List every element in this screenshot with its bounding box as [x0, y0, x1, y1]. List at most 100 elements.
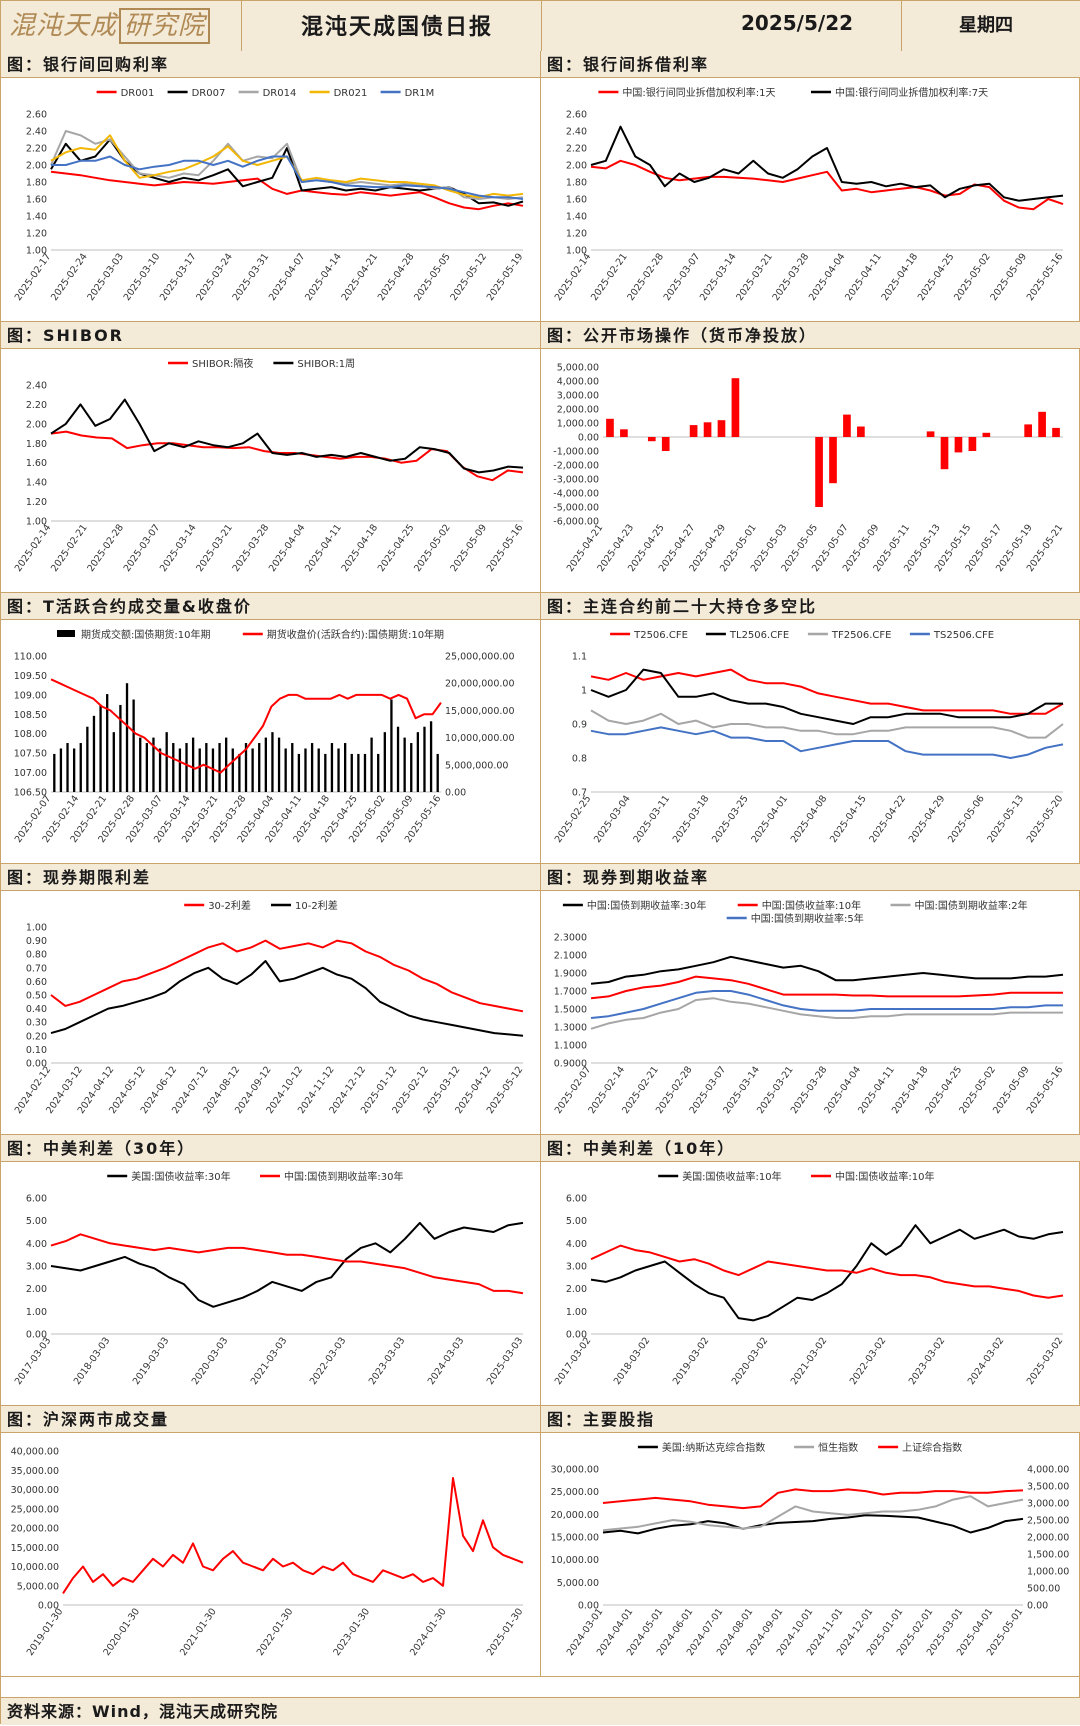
y-tick-label: 1.00 [566, 246, 587, 257]
y-tick-label: -1,000.00 [553, 447, 599, 458]
report-title: 混沌天成国债日报 [301, 15, 494, 40]
chart-svg-omo: -6,000.00 -5,000.00 -4,000.00 -3,000.00 -2,0… [553, 363, 1065, 574]
x-tick-label: 2025-02-21 [49, 522, 90, 574]
x-tick-label: 2025-04-25 [916, 251, 957, 303]
bar [165, 732, 168, 792]
bar [172, 743, 175, 792]
bar [363, 753, 367, 792]
x-tick-label: 2025-05-09 [448, 522, 489, 574]
y2-tick-label: 0.00 [445, 788, 466, 799]
x-tick-label: 2023-03-02 [907, 1335, 948, 1387]
y2-tick-label: 3,000.00 [1027, 1499, 1069, 1510]
legend-label: DR001 [121, 88, 155, 99]
bar [703, 422, 712, 437]
bar [661, 437, 670, 451]
x-tick-label: 2025-05-12 [448, 251, 489, 303]
chart-svg-term_spread: 30-2利差 10-2利差 0.00 0.10 0.20 0.30 0.40 0.50 0.60… [13, 899, 526, 1116]
y-tick-label: 1.1 [572, 652, 587, 663]
bar [258, 743, 261, 792]
chart-title: 图：银行间回购利率 [1, 51, 540, 78]
y-tick-label: -3,000.00 [553, 475, 599, 486]
legend-label: 恒生指数 [818, 1441, 858, 1454]
y-tick-label: 110.00 [14, 652, 47, 663]
bar [297, 753, 301, 792]
legend-label: SHIBOR:隔夜 [192, 357, 253, 370]
x-tick-label: 2018-03-02 [612, 1335, 653, 1387]
y-tick-label: 107.50 [14, 749, 47, 760]
series-line [50, 960, 524, 1037]
y2-tick-label: 2,000.00 [1027, 1533, 1069, 1544]
y-tick-label: 5.00 [26, 1216, 47, 1227]
bar [191, 737, 195, 792]
x-tick-label: 2025-03-18 [671, 793, 712, 845]
y-tick-label: 15,000.00 [551, 1533, 599, 1544]
series-line [602, 1514, 1024, 1535]
legend-label: 美国:国债收益率:30年 [131, 1170, 230, 1183]
y-tick-label: 3,000.00 [557, 391, 599, 402]
legend-label: 10-2利差 [295, 899, 338, 912]
bar [66, 743, 69, 792]
y-tick-label: 1.60 [26, 195, 47, 206]
bar [205, 743, 208, 792]
x-tick-label: 2025-03-03 [85, 251, 126, 303]
bar [815, 437, 823, 507]
y-tick-label: 1.5000 [554, 1005, 587, 1016]
y-tick-label: 2.20 [566, 144, 587, 155]
x-tick-label: 2025-03-28 [231, 522, 272, 574]
chart-title: 图：主要股指 [541, 1406, 1080, 1433]
bar [429, 721, 433, 792]
legend-label: 上证综合指数 [902, 1441, 962, 1454]
bar [606, 418, 614, 437]
y-tick-label: 2.20 [26, 144, 47, 155]
x-tick-label: 2025-04-01 [749, 793, 790, 845]
bar [343, 743, 347, 792]
y-tick-label: 40,000.00 [11, 1447, 59, 1458]
y-tick-label: 1,000.00 [557, 419, 599, 430]
bar [843, 414, 851, 437]
x-tick-label: 2023-01-30 [331, 1606, 372, 1658]
y-tick-label: 4.00 [26, 1239, 47, 1250]
y2-tick-label: 20,000,000.00 [445, 679, 515, 690]
chart-panel-interbank: 图：银行间拆借利率 中国:银行间同业拆借加权利率:1天 中国:银行间同业拆借加权利率… [541, 51, 1080, 322]
x-tick-label: 2025-03-14 [158, 522, 199, 574]
bar [857, 426, 865, 437]
y-tick-label: 2.00 [566, 161, 587, 172]
chart-svg-shibor: SHIBOR:隔夜 SHIBOR:1周 1.00 1.20 1.40 1.60 1.80 2.… [13, 357, 526, 574]
legend-label: DR007 [192, 88, 226, 99]
bar [277, 737, 281, 792]
legend-label: 中国:国债收益率:10年 [762, 899, 861, 912]
x-tick-label: 2025-03-28 [771, 251, 812, 303]
y-tick-label: 2.40 [26, 127, 47, 138]
chart-title: 图：现券到期收益率 [541, 864, 1080, 891]
y-tick-label: 106.50 [14, 788, 47, 799]
y-tick-label: 1.80 [26, 178, 47, 189]
chart-title: 图：SHIBOR [1, 322, 540, 349]
y2-tick-label: 5,000,000.00 [445, 760, 508, 771]
chart-panel-turnover: 图：沪深两市成交量 0.00 5,000.00 10,000.00 15,000.00 2… [1, 1406, 541, 1677]
y-tick-label: 0.00 [578, 1601, 599, 1612]
bar [145, 743, 149, 792]
bar [99, 704, 102, 792]
x-tick-label: 2025-04-28 [376, 251, 417, 303]
series-line [590, 668, 1063, 725]
bar [139, 737, 142, 792]
x-tick-label: 2020-03-02 [730, 1335, 771, 1387]
y-tick-label: 2.60 [566, 110, 587, 121]
x-tick-label: 2024-01-30 [408, 1606, 449, 1658]
bar [377, 753, 380, 792]
x-tick-label: 2025-02-14 [553, 251, 594, 303]
brand-logo: 混沌天成 研究院 [9, 5, 211, 47]
legend-label: T2506.CFE [633, 630, 688, 641]
y-tick-label: 2.00 [26, 161, 47, 172]
bar [304, 748, 307, 792]
x-tick-label: 2025-03-25 [710, 793, 751, 845]
y-tick-label: 2.40 [26, 381, 47, 392]
bar [1038, 411, 1046, 437]
y2-tick-label: 0.00 [1027, 1601, 1048, 1612]
chart-panel-indices: 图：主要股指 美国:纳斯达克综合指数 恒生指数 上证综合指数 0.00 5,000.00 1… [541, 1406, 1080, 1677]
legend-swatch [57, 630, 75, 637]
bar [198, 748, 201, 792]
bar [968, 437, 977, 451]
bar [152, 737, 155, 792]
